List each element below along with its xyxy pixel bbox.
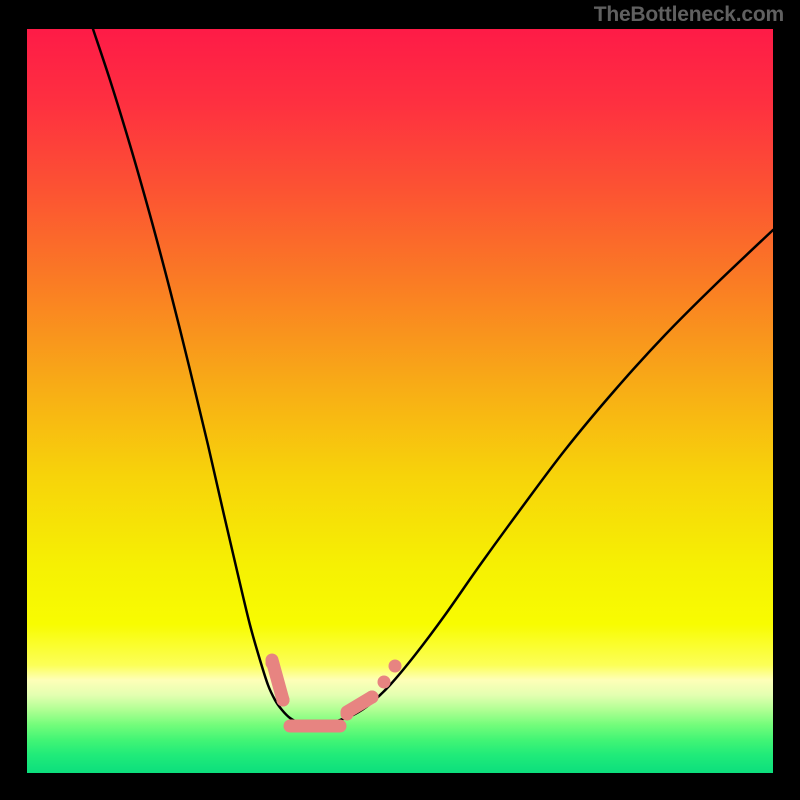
bottleneck-chart [0, 0, 800, 800]
chart-canvas: TheBottleneck.com [0, 0, 800, 800]
watermark-text: TheBottleneck.com [594, 3, 784, 27]
